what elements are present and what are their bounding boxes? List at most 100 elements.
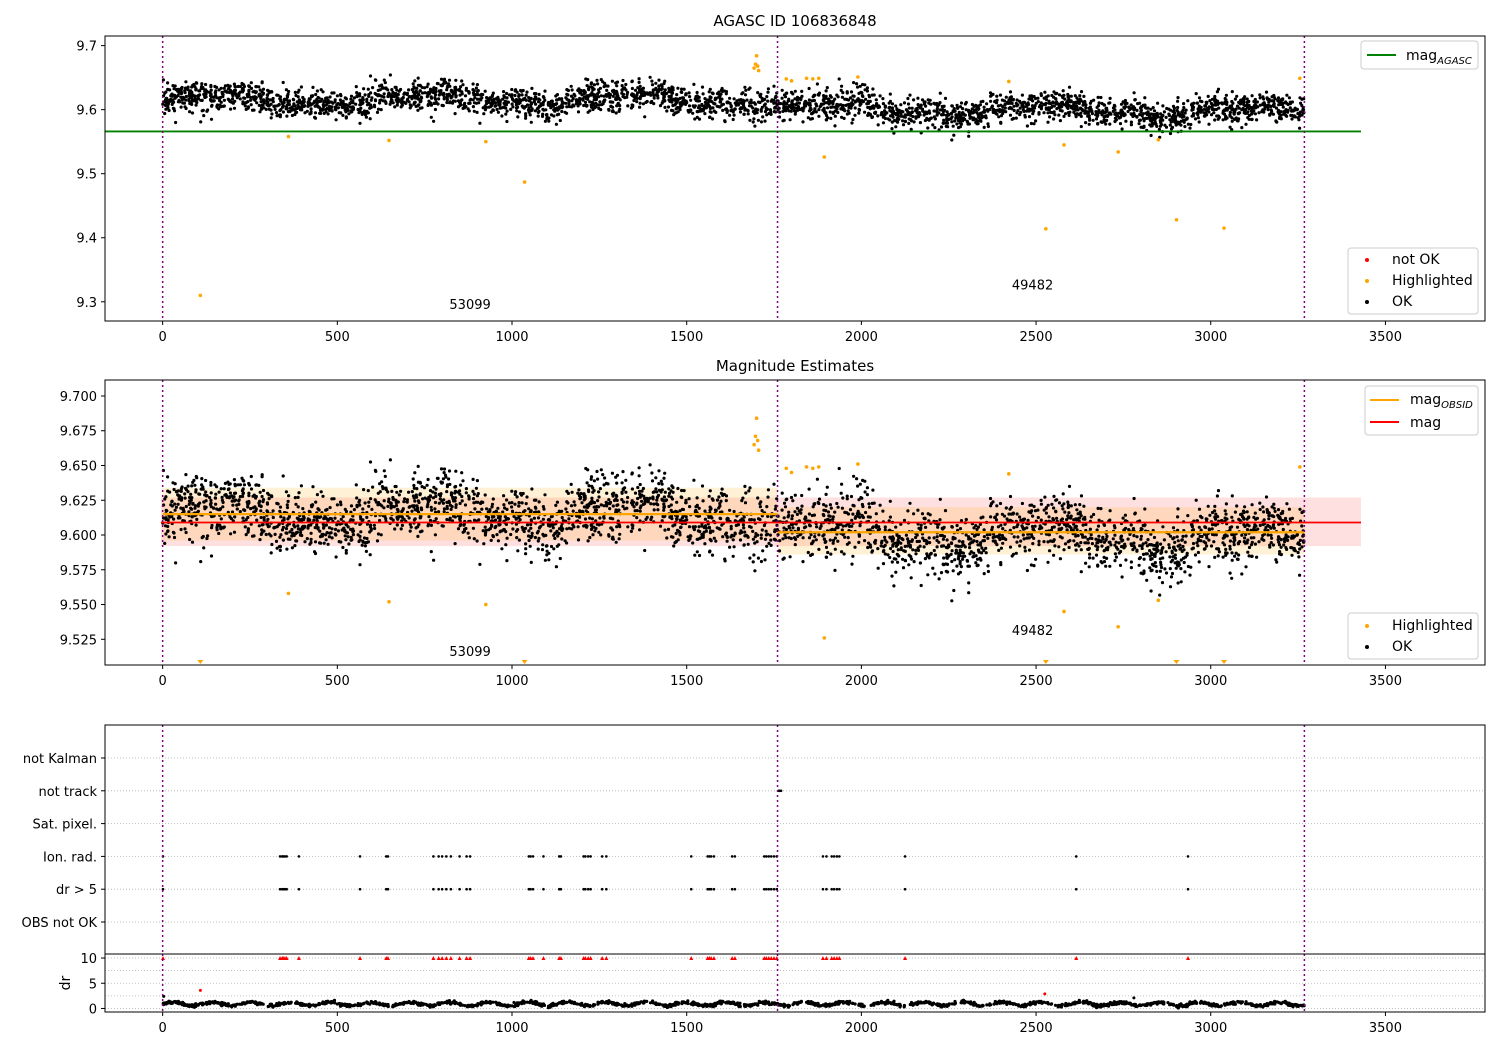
ok-point — [982, 535, 987, 539]
ok-point — [373, 91, 377, 96]
ok-point — [535, 107, 540, 111]
ok-point — [906, 96, 910, 101]
ok-point — [198, 492, 202, 496]
ok-point — [954, 550, 959, 554]
ok-point — [1189, 122, 1193, 127]
ok-point — [413, 79, 417, 83]
ok-point — [799, 98, 803, 102]
ok-point — [895, 116, 899, 121]
ok-point — [697, 117, 702, 121]
ok-point — [1207, 565, 1211, 569]
ok-point — [1243, 111, 1248, 115]
ok-point — [1119, 115, 1123, 119]
ok-point — [183, 527, 187, 531]
ok-point — [475, 83, 479, 87]
ok-point — [954, 113, 958, 117]
ok-point — [1104, 110, 1108, 114]
ok-point — [998, 93, 1003, 97]
ok-point — [1057, 501, 1062, 505]
ok-point — [590, 496, 594, 500]
ok-point — [1162, 110, 1166, 114]
ok-point — [793, 493, 797, 497]
ok-point — [784, 109, 788, 113]
ok-point — [313, 526, 317, 530]
ok-point — [882, 115, 886, 119]
ok-point — [536, 516, 541, 520]
ok-point — [1216, 102, 1220, 107]
ok-point — [232, 530, 237, 534]
ok-point — [652, 93, 656, 97]
ok-point — [1001, 105, 1005, 109]
ok-point — [357, 500, 361, 504]
ok-point — [1102, 118, 1106, 122]
ok-point — [1297, 112, 1302, 116]
ok-point — [596, 92, 600, 96]
ok-point — [178, 90, 182, 94]
ok-point — [1023, 545, 1027, 550]
ok-point — [740, 92, 744, 96]
ok-point — [1126, 109, 1130, 114]
ok-point — [1108, 509, 1112, 513]
ok-point — [1004, 95, 1008, 99]
ok-point — [1179, 567, 1183, 571]
ok-point — [776, 107, 780, 112]
ok-point — [638, 105, 642, 109]
ok-point — [1215, 114, 1219, 118]
ok-point — [795, 512, 800, 517]
ok-point — [932, 548, 936, 553]
ok-point — [1191, 112, 1196, 116]
ok-point — [527, 538, 531, 543]
ok-point — [1036, 515, 1040, 520]
ok-point — [456, 88, 460, 92]
ok-point — [1034, 119, 1038, 123]
ok-point — [246, 527, 250, 531]
ok-point — [708, 110, 712, 114]
ok-point — [1090, 536, 1094, 541]
ok-point — [1144, 541, 1148, 545]
ok-point — [504, 543, 508, 547]
ok-point — [666, 105, 671, 109]
ok-point — [1206, 107, 1210, 111]
ok-point — [577, 87, 581, 91]
ok-point — [589, 81, 594, 85]
ok-point — [445, 100, 449, 105]
ok-point — [718, 93, 722, 97]
ok-point — [936, 525, 940, 529]
ok-point — [365, 103, 370, 107]
ok-point — [428, 87, 433, 91]
ok-point — [209, 88, 213, 92]
ok-point — [338, 98, 342, 102]
ok-point — [978, 112, 983, 116]
ok-point — [638, 101, 642, 105]
ok-point — [1141, 552, 1146, 557]
ok-point — [833, 97, 837, 101]
ok-point — [362, 87, 366, 91]
ok-point — [876, 114, 880, 118]
ok-point — [1004, 506, 1008, 510]
ok-point — [218, 99, 222, 103]
ok-point — [950, 115, 954, 119]
ok-point — [369, 98, 373, 102]
ok-point — [200, 82, 204, 86]
ok-point — [592, 87, 596, 91]
ok-point — [1062, 548, 1066, 552]
ok-point — [181, 95, 185, 99]
ok-point — [907, 106, 911, 110]
ok-point — [1039, 107, 1043, 111]
ok-point — [426, 103, 430, 107]
ok-point — [463, 101, 467, 105]
ok-point — [426, 524, 430, 528]
ok-point — [990, 104, 995, 108]
ok-point — [505, 498, 509, 502]
ok-point — [1182, 120, 1186, 124]
ok-point — [782, 118, 786, 122]
ok-point — [215, 96, 219, 100]
ok-point — [1088, 552, 1092, 556]
ok-point — [260, 523, 264, 527]
ok-point — [1249, 112, 1254, 116]
ok-point — [285, 98, 289, 102]
ok-point — [1180, 110, 1184, 114]
ok-point — [693, 117, 697, 121]
ok-point — [1084, 121, 1088, 125]
ok-point — [1033, 96, 1038, 101]
